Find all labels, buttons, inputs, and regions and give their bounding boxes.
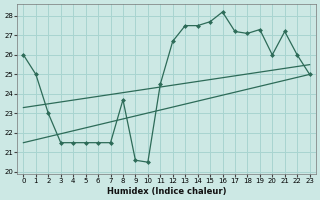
X-axis label: Humidex (Indice chaleur): Humidex (Indice chaleur) [107, 187, 226, 196]
